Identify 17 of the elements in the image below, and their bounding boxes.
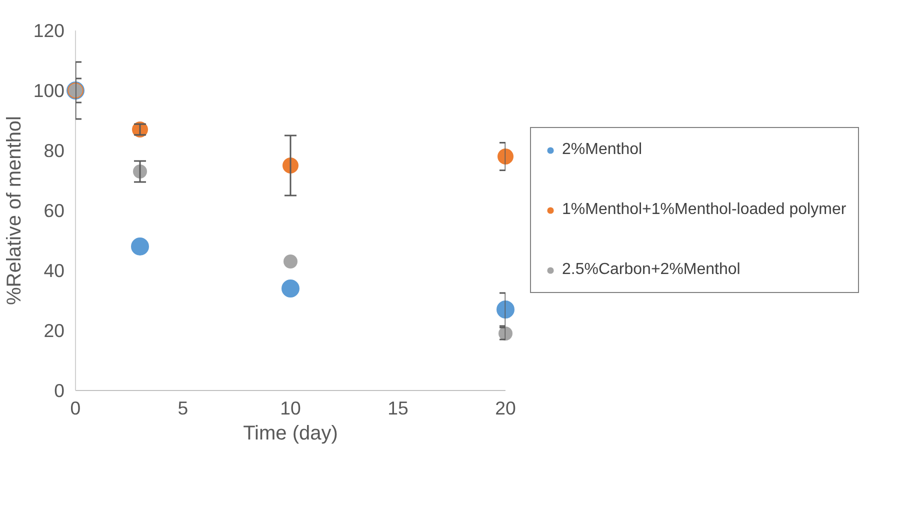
y-tick-label: 60	[44, 200, 65, 221]
legend-label: 1%Menthol+1%Menthol-loaded polymer	[562, 201, 846, 219]
legend-label: 2.5%Carbon+2%Menthol	[562, 261, 740, 279]
x-tick-label: 0	[70, 398, 81, 418]
y-tick-label: 20	[44, 320, 65, 341]
y-tick-label: 0	[54, 380, 65, 401]
x-axis-title: Time (day)	[243, 422, 338, 444]
y-tick-label: 80	[44, 140, 65, 161]
y-tick-label: 100	[33, 80, 65, 101]
y-tick-label: 120	[33, 20, 65, 41]
x-tick-label: 20	[495, 398, 516, 418]
x-tick-label: 15	[388, 398, 408, 418]
x-tick-label: 5	[178, 398, 188, 418]
y-axis-title: %Relative of menthol	[3, 116, 26, 305]
x-tick-label: 10	[280, 398, 301, 418]
legend-label: 2%Menthol	[562, 141, 642, 159]
y-tick-label: 40	[44, 260, 65, 281]
